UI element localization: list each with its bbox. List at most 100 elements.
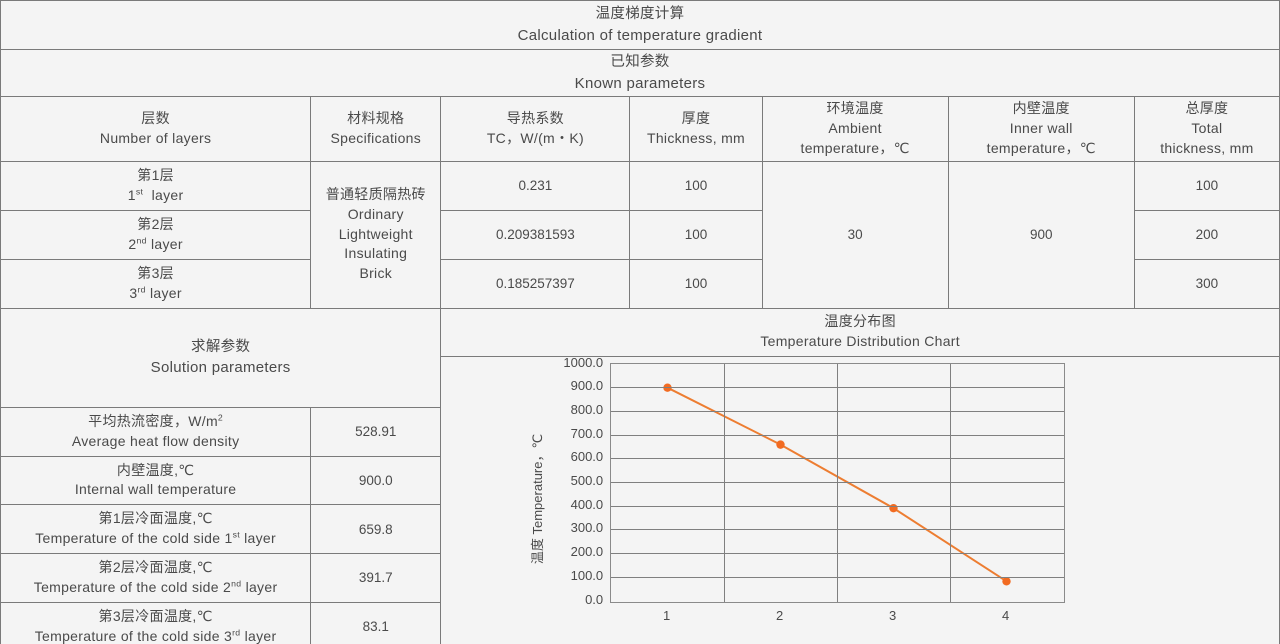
material-en-2: Lightweight: [338, 225, 413, 242]
solution-label-internal-wall-en: Internal wall temperature: [74, 481, 237, 498]
layer-label-3: 第3层 3rd layer: [0, 258, 312, 309]
cold-side-1-en-sup: st: [232, 529, 240, 540]
known-columns-row: 层数 Number of layers 材料规格 Specifications …: [0, 95, 1280, 162]
known-parameters-header-row: 已知参数 Known parameters: [0, 49, 1280, 97]
cold-side-3-en-num: 3: [224, 627, 233, 644]
thickness-value-1: 100: [629, 160, 763, 211]
solution-label-internal-wall-cn: 内壁温度,℃: [116, 461, 195, 478]
chart-gridline-vertical: [950, 363, 952, 602]
cold-side-2-en-pre: Temperature of the cold side: [33, 578, 224, 595]
solution-label-heat-flow-en: Average heat flow density: [71, 432, 240, 449]
col-header-total-thickness-en1: Total: [1191, 119, 1223, 136]
solution-and-chart-header-row: 求解参数 Solution parameters 温度分布图 Temperatu…: [0, 307, 1280, 644]
cold-side-3-en-pre: Temperature of the cold side: [34, 627, 224, 644]
col-header-inner-wall-temperature: 内壁温度 Inner wall temperature，℃: [947, 95, 1135, 162]
material-specification: 普通轻质隔热砖 Ordinary Lightweight Insulating …: [310, 160, 442, 309]
col-header-inner-wall-temperature-cn: 内壁温度: [1012, 99, 1070, 116]
ambient-temperature-value: 30: [761, 160, 949, 309]
col-header-layers: 层数 Number of layers: [0, 95, 312, 162]
solution-parameters-header-cn: 求解参数: [191, 338, 251, 355]
col-header-tc-cn: 导热系数: [506, 109, 564, 126]
chart-data-point: [776, 439, 785, 449]
table-row: 内壁温度,℃ Internal wall temperature 900.0: [0, 455, 1280, 506]
col-header-thickness: 厚度 Thickness, mm: [629, 95, 763, 162]
solution-value-cold-side-1: 659.8: [310, 504, 442, 555]
layer-ordinal-num-2: 2: [128, 235, 137, 252]
solution-label-heat-flow: 平均热流密度，W/m2 Average heat flow density: [0, 406, 312, 457]
tc-value-1: 0.231: [440, 160, 631, 211]
inner-wall-temperature-value: 900: [947, 160, 1135, 309]
cold-side-3-en-sup: rd: [232, 626, 241, 637]
material-en-3: Insulating: [344, 245, 408, 262]
col-header-ambient-temperature-en2: temperature，℃: [800, 139, 910, 156]
col-header-total-thickness-en2: thickness, mm: [1160, 139, 1254, 156]
chart-y-tick: 700.0: [570, 425, 604, 441]
solution-label-cold-side-2-en: Temperature of the cold side 2nd layer: [5, 578, 306, 598]
col-header-ambient-temperature-en1: Ambient: [828, 119, 882, 136]
layer-ordinal-num-3: 3: [129, 284, 138, 301]
known-parameters-header: 已知参数 Known parameters: [0, 49, 1280, 97]
chart-y-tick: 600.0: [570, 449, 604, 465]
solution-parameters-header-en: Solution parameters: [150, 359, 291, 377]
table-row: 第1层冷面温度,℃ Temperature of the cold side 1…: [0, 504, 1280, 555]
col-header-tc-en: TC，W/(m・K): [486, 129, 584, 146]
solution-label-cold-side-3-cn: 第3层冷面温度,℃: [98, 607, 213, 624]
chart-plot-area: [610, 362, 1066, 603]
solution-label-cold-side-2: 第2层冷面温度,℃ Temperature of the cold side 2…: [0, 553, 312, 603]
material-en-1: Ordinary: [347, 205, 404, 222]
chart-y-tick: 100.0: [570, 567, 604, 583]
cold-side-1-en-post: layer: [239, 530, 276, 547]
chart-inner: 温度 Temperature，℃ 1000.0 900.0 800.0 700.0 60…: [515, 354, 1205, 642]
cold-side-3-en-post: layer: [240, 627, 277, 644]
thickness-value-2: 100: [629, 209, 763, 260]
thickness-value-3: 100: [629, 258, 763, 309]
sheet-title-cn: 温度梯度计算: [595, 6, 685, 23]
chart-x-tick: 4: [1002, 607, 1010, 623]
material-cn: 普通轻质隔热砖: [325, 185, 426, 202]
chart-y-tick: 500.0: [570, 472, 604, 488]
chart-y-tick: 400.0: [570, 496, 604, 512]
chart-data-point: [889, 503, 898, 512]
cold-side-2-en-sup: nd: [231, 578, 242, 589]
tc-value-2: 0.209381593: [440, 209, 631, 260]
solution-label-heat-flow-cn: 平均热流密度，W/m2: [5, 412, 306, 432]
col-header-thickness-en: Thickness, mm: [646, 129, 745, 146]
chart-x-tick: 1: [663, 607, 671, 623]
chart-y-tick: 1000.0: [563, 354, 604, 370]
table-row: 第2层 2nd layer 0.209381593 100 200: [0, 209, 1280, 260]
layer-ordinal-sup-2: nd: [136, 234, 147, 245]
solution-label-cold-side-2-cn: 第2层冷面温度,℃: [98, 559, 213, 576]
layer-label-2-en: 2nd layer: [5, 235, 306, 255]
total-thickness-value-1: 100: [1133, 160, 1280, 211]
solution-label-heat-flow-cn-text: 平均热流密度，W/m: [88, 412, 218, 429]
material-en-4: Brick: [359, 265, 393, 282]
col-header-thickness-cn: 厚度: [681, 109, 711, 126]
total-thickness-value-3: 300: [1133, 258, 1280, 309]
solution-value-heat-flow: 528.91: [310, 406, 442, 457]
layer-word-3: layer: [149, 284, 182, 301]
solution-value-internal-wall: 900.0: [310, 455, 442, 506]
solution-label-heat-flow-sup: 2: [217, 412, 224, 423]
known-parameters-header-cn: 已知参数: [610, 54, 670, 70]
layer-word-2: layer: [150, 235, 183, 252]
chart-y-tick: 200.0: [570, 543, 604, 559]
title-row: 温度梯度计算 Calculation of temperature gradie…: [0, 0, 1280, 50]
layer-label-2-cn: 第2层: [137, 215, 174, 232]
chart-x-tick: 3: [889, 607, 897, 623]
cold-side-2-en-num: 2: [223, 578, 232, 595]
layer-label-1-en: 1st layer: [5, 186, 306, 206]
cold-side-1-en-num: 1: [224, 530, 233, 547]
col-header-specifications-en: Specifications: [330, 129, 422, 146]
solution-label-cold-side-3-en: Temperature of the cold side 3rd layer: [5, 627, 306, 644]
col-header-total-thickness: 总厚度 Total thickness, mm: [1133, 95, 1280, 162]
chart-panel: 温度分布图 Temperature Distribution Chart 温度 …: [440, 307, 1280, 644]
col-header-inner-wall-temperature-en1: Inner wall: [1009, 119, 1073, 136]
layer-label-3-en: 3rd layer: [5, 284, 306, 304]
chart-y-axis-ticks: 1000.0 900.0 800.0 700.0 600.0 500.0 400.0 300.…: [537, 354, 604, 606]
layer-ordinal-sup-3: rd: [137, 283, 146, 294]
layer-ordinal-num-1: 1: [127, 186, 136, 203]
solution-label-cold-side-1: 第1层冷面温度,℃ Temperature of the cold side 1…: [0, 504, 312, 555]
chart-x-tick: 2: [776, 607, 784, 623]
